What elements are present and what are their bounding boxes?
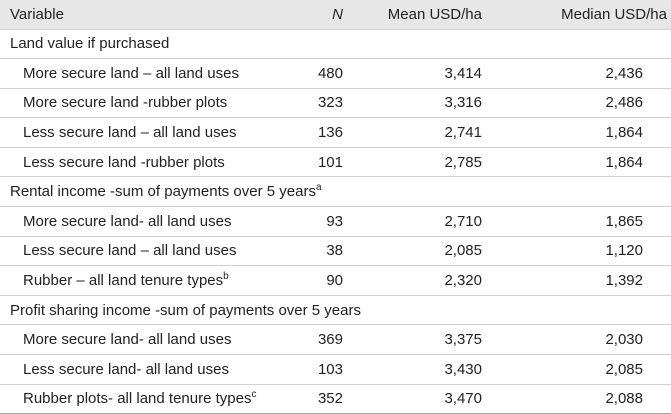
- row-label-text: Less secure land- all land uses: [23, 360, 229, 378]
- cell-n: 93: [326, 212, 343, 230]
- cell-mean: 2,085: [444, 242, 482, 260]
- cell-median: 1,120: [605, 242, 643, 260]
- section-title: Profit sharing income -sum of payments o…: [0, 295, 671, 325]
- section-title: Rental income -sum of payments over 5 ye…: [0, 177, 671, 207]
- cell-mean: 2,320: [444, 272, 482, 290]
- footnote-marker: c: [251, 389, 257, 401]
- cell-n: 323: [317, 94, 343, 112]
- section-title-text: Profit sharing income -sum of payments o…: [10, 301, 361, 319]
- table-row: Rubber plots- all land tenure typesc 352 3…: [0, 384, 671, 414]
- table-row: Less secure land – all land uses 38 2,085 1…: [0, 236, 671, 266]
- section-title-text: Rental income -sum of payments over 5 ye…: [10, 183, 316, 201]
- row-label-text: Rubber plots- all land tenure types: [23, 390, 252, 408]
- table-row: More secure land – all land uses 480 3,414…: [0, 59, 671, 89]
- table-row: More secure land -rubber plots 323 3,316 2,…: [0, 88, 671, 118]
- cell-n: 136: [317, 124, 343, 142]
- row-label-text: Rubber – all land tenure types: [23, 272, 224, 290]
- row-label: More secure land – all land uses: [0, 59, 270, 89]
- cell-n: 101: [317, 153, 343, 171]
- header-n: N: [332, 5, 343, 23]
- cell-mean: 3,316: [444, 94, 482, 112]
- cell-median: 2,088: [605, 390, 643, 408]
- table-row: More secure land- all land uses 93 2,710 1,…: [0, 207, 671, 237]
- row-label: Less secure land- all land uses: [0, 355, 270, 385]
- cell-n: 480: [317, 64, 343, 82]
- cell-mean: 3,375: [444, 331, 482, 349]
- header-variable: Variable: [10, 5, 64, 23]
- cell-median: 2,085: [605, 360, 643, 378]
- cell-median: 1,864: [605, 124, 643, 142]
- cell-median: 1,865: [605, 212, 643, 230]
- table-row: Less secure land -rubber plots 101 2,785 1,…: [0, 147, 671, 177]
- row-label: More secure land -rubber plots: [0, 88, 270, 118]
- header-row: Variable N Mean USD/ha Median USD/ha: [0, 0, 671, 29]
- section-row: Land value if purchased: [0, 29, 671, 59]
- cell-mean: 3,414: [444, 64, 482, 82]
- cell-median: 2,030: [605, 331, 643, 349]
- row-label: More secure land- all land uses: [0, 325, 270, 355]
- table-row: Rubber – all land tenure typesb 90 2,320 1,…: [0, 266, 671, 296]
- row-label-text: More secure land – all land uses: [23, 64, 239, 82]
- cell-n: 90: [326, 272, 343, 290]
- header-median: Median USD/ha: [561, 5, 667, 23]
- row-label: More secure land- all land uses: [0, 207, 270, 237]
- row-label-text: Less secure land -rubber plots: [23, 153, 225, 171]
- row-label: Less secure land – all land uses: [0, 118, 270, 148]
- table-row: More secure land- all land uses 369 3,375 2…: [0, 325, 671, 355]
- cell-n: 38: [326, 242, 343, 260]
- table-header: Variable N Mean USD/ha Median USD/ha: [0, 0, 671, 29]
- cell-n: 103: [317, 360, 343, 378]
- cell-mean: 2,741: [444, 124, 482, 142]
- cell-median: 1,392: [605, 272, 643, 290]
- footnote-marker: a: [315, 182, 322, 194]
- row-label-text: More secure land- all land uses: [23, 212, 232, 230]
- table-row: Less secure land- all land uses 103 3,430 2…: [0, 355, 671, 385]
- cell-mean: 3,430: [444, 360, 482, 378]
- table-row: Less secure land – all land uses 136 2,741…: [0, 118, 671, 148]
- row-label: Rubber plots- all land tenure typesc: [0, 384, 270, 414]
- row-label-text: More secure land- all land uses: [23, 331, 232, 349]
- footnote-marker: b: [223, 271, 229, 283]
- cell-n: 352: [317, 390, 343, 408]
- header-mean: Mean USD/ha: [387, 5, 482, 23]
- cell-mean: 2,785: [444, 153, 482, 171]
- section-row: Profit sharing income -sum of payments o…: [0, 295, 671, 325]
- cell-n: 369: [317, 331, 343, 349]
- cell-median: 1,864: [605, 153, 643, 171]
- row-label: Less secure land -rubber plots: [0, 147, 270, 177]
- section-title: Land value if purchased: [0, 29, 671, 59]
- row-label: Less secure land – all land uses: [0, 236, 270, 266]
- row-label: Rubber – all land tenure typesb: [0, 266, 270, 296]
- cell-median: 2,436: [605, 64, 643, 82]
- section-title-text: Land value if purchased: [10, 35, 170, 53]
- section-row: Rental income -sum of payments over 5 ye…: [0, 177, 671, 207]
- row-label-text: More secure land -rubber plots: [23, 94, 228, 112]
- cell-mean: 2,710: [444, 212, 482, 230]
- cell-mean: 3,470: [444, 390, 482, 408]
- cell-median: 2,486: [605, 94, 643, 112]
- row-label-text: Less secure land – all land uses: [23, 124, 237, 142]
- row-label-text: Less secure land – all land uses: [23, 242, 237, 260]
- table-body: Land value if purchased More secure land …: [0, 29, 671, 414]
